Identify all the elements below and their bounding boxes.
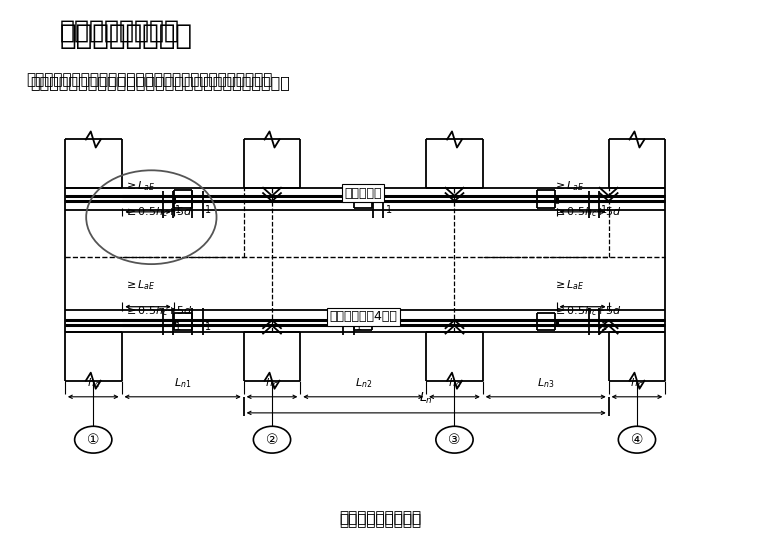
Text: ③: ③ [448, 433, 461, 447]
Text: 1: 1 [356, 322, 362, 331]
Text: $\geq$0.5$h_c$+5$d$: $\geq$0.5$h_c$+5$d$ [553, 292, 621, 318]
Text: 1: 1 [175, 205, 182, 215]
Text: 楼层框架梁端支座: 楼层框架梁端支座 [60, 19, 179, 43]
Text: 1: 1 [385, 205, 391, 215]
Text: 上部通长筋: 上部通长筋 [344, 187, 382, 200]
Text: 梁端支座直锚示例图: 梁端支座直锚示例图 [339, 513, 421, 528]
Text: ②: ② [266, 433, 278, 447]
Text: 梁端支座直锚示例图: 梁端支座直锚示例图 [339, 510, 421, 526]
Text: $\geq L_{aE}$: $\geq L_{aE}$ [553, 278, 584, 292]
Text: $\geq L_{aE}$: $\geq L_{aE}$ [124, 278, 155, 292]
Text: ④: ④ [631, 433, 643, 447]
Text: $\geq L_{aE}$: $\geq L_{aE}$ [553, 179, 584, 193]
Text: 1: 1 [205, 205, 211, 215]
Text: $h_c$: $h_c$ [87, 376, 100, 391]
Text: 当梁支座足够宽时，上部纵筋直锚在支座里，应满足如下条件: 当梁支座足够宽时，上部纵筋直锚在支座里，应满足如下条件 [30, 75, 290, 90]
Text: $h_c$: $h_c$ [630, 376, 644, 391]
Text: 1: 1 [601, 322, 607, 331]
Text: 1: 1 [601, 205, 607, 215]
Text: 当梁支座足够宽时，上部纵筋直锚在支座里，应满足如下条件: 当梁支座足够宽时，上部纵筋直锚在支座里，应满足如下条件 [26, 73, 273, 88]
Text: 下部通长筋（4根）: 下部通长筋（4根） [329, 310, 397, 323]
Text: $L_{n2}$: $L_{n2}$ [355, 376, 372, 391]
Text: ①: ① [87, 433, 100, 447]
Text: $h_c$: $h_c$ [265, 376, 279, 391]
Text: $L_{n1}$: $L_{n1}$ [174, 376, 192, 391]
Text: 楼层框架梁端支座: 楼层框架梁端支座 [60, 21, 193, 50]
Text: $\geq L_{aE}$: $\geq L_{aE}$ [124, 179, 155, 193]
Text: $\geq$0.5$h_c$+5$d$: $\geq$0.5$h_c$+5$d$ [553, 193, 621, 219]
Text: $\geq$0.5$h_c$+5$d$: $\geq$0.5$h_c$+5$d$ [124, 193, 192, 219]
Text: $L_n$: $L_n$ [420, 391, 433, 406]
Text: 1: 1 [205, 322, 211, 331]
Text: 1: 1 [175, 322, 182, 331]
Text: $h_c$: $h_c$ [448, 376, 461, 391]
Text: $L_{n3}$: $L_{n3}$ [537, 376, 554, 391]
Text: $\geq$0.5$h_c$+5$d$: $\geq$0.5$h_c$+5$d$ [124, 292, 192, 318]
